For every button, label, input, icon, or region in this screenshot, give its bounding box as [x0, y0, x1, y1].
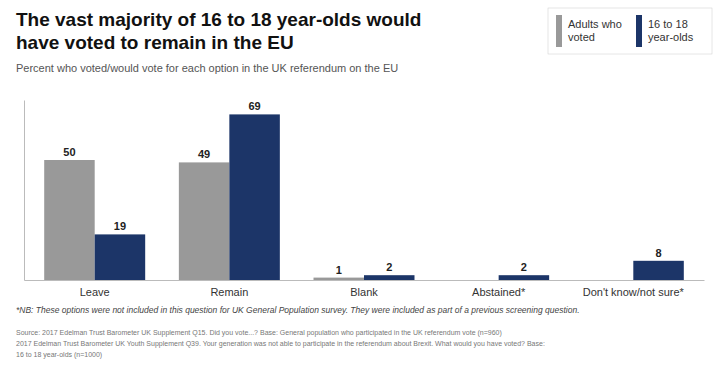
bar [499, 275, 549, 280]
chart: The vast majority of 16 to 18 year-olds … [0, 0, 720, 375]
data-label: 50 [63, 146, 75, 158]
x-tick-label: Abstained* [472, 286, 526, 298]
legend: Adults whovoted 16 to 18year-olds [548, 8, 712, 54]
y-axis [24, 101, 25, 281]
data-label: 49 [198, 148, 210, 160]
legend-label: 16 to 18year-olds [648, 18, 694, 43]
data-label: 19 [114, 220, 126, 232]
x-tick: Remain [210, 286, 248, 298]
legend-label: Adults whovoted [568, 18, 622, 43]
x-tick: Blank [350, 286, 378, 298]
y-axis-line [24, 101, 25, 281]
bars [44, 114, 684, 280]
source: 16 to 18 year-olds (n=1000) [16, 351, 102, 359]
plot-area: 50 49 1 19 69 2 2 8 Leave Remain Blank Abstained* Do… [25, 100, 705, 297]
bar [633, 261, 683, 280]
data-label: 1 [336, 264, 342, 276]
note: *NB: These options were not included in … [16, 305, 580, 315]
source: 2017 Edelman Trust Barometer UK Youth Su… [16, 340, 545, 348]
legend-item: Adults whovoted [556, 15, 622, 47]
x-tick: Don't know/not sure* [583, 286, 685, 298]
subtitle: Percent who voted/would vote for each op… [16, 62, 398, 74]
data-label: 2 [386, 261, 392, 273]
bar [95, 234, 145, 280]
bar [44, 160, 94, 280]
data-label: 8 [655, 247, 661, 259]
x-tick-label: Blank [350, 286, 378, 298]
bar [314, 278, 364, 280]
x-tick: Leave [80, 286, 110, 298]
x-axis: Leave Remain Blank Abstained* Don't know/not… [25, 281, 705, 298]
legend-item: 16 to 18year-olds [636, 15, 694, 47]
x-tick-label: Remain [210, 286, 248, 298]
bar [364, 275, 414, 280]
legend-box [548, 8, 712, 54]
x-tick-label: Leave [80, 286, 110, 298]
x-tick: Abstained* [472, 286, 526, 298]
legend-swatch [556, 15, 562, 47]
bar [583, 280, 633, 281]
x-axis-line [25, 280, 705, 281]
data-label: 2 [521, 261, 527, 273]
bar [448, 280, 498, 281]
title: The vast majority of 16 to 18 year-olds … [16, 9, 421, 53]
legend-swatch [636, 15, 642, 47]
data-labels: 50 49 1 19 69 2 2 8 [63, 100, 661, 275]
source: Source: 2017 Edelman Trust Barometer UK … [16, 329, 502, 337]
bar [179, 162, 229, 280]
bar [229, 114, 279, 280]
x-tick-label: Don't know/not sure* [583, 286, 685, 298]
data-label: 69 [248, 100, 260, 112]
